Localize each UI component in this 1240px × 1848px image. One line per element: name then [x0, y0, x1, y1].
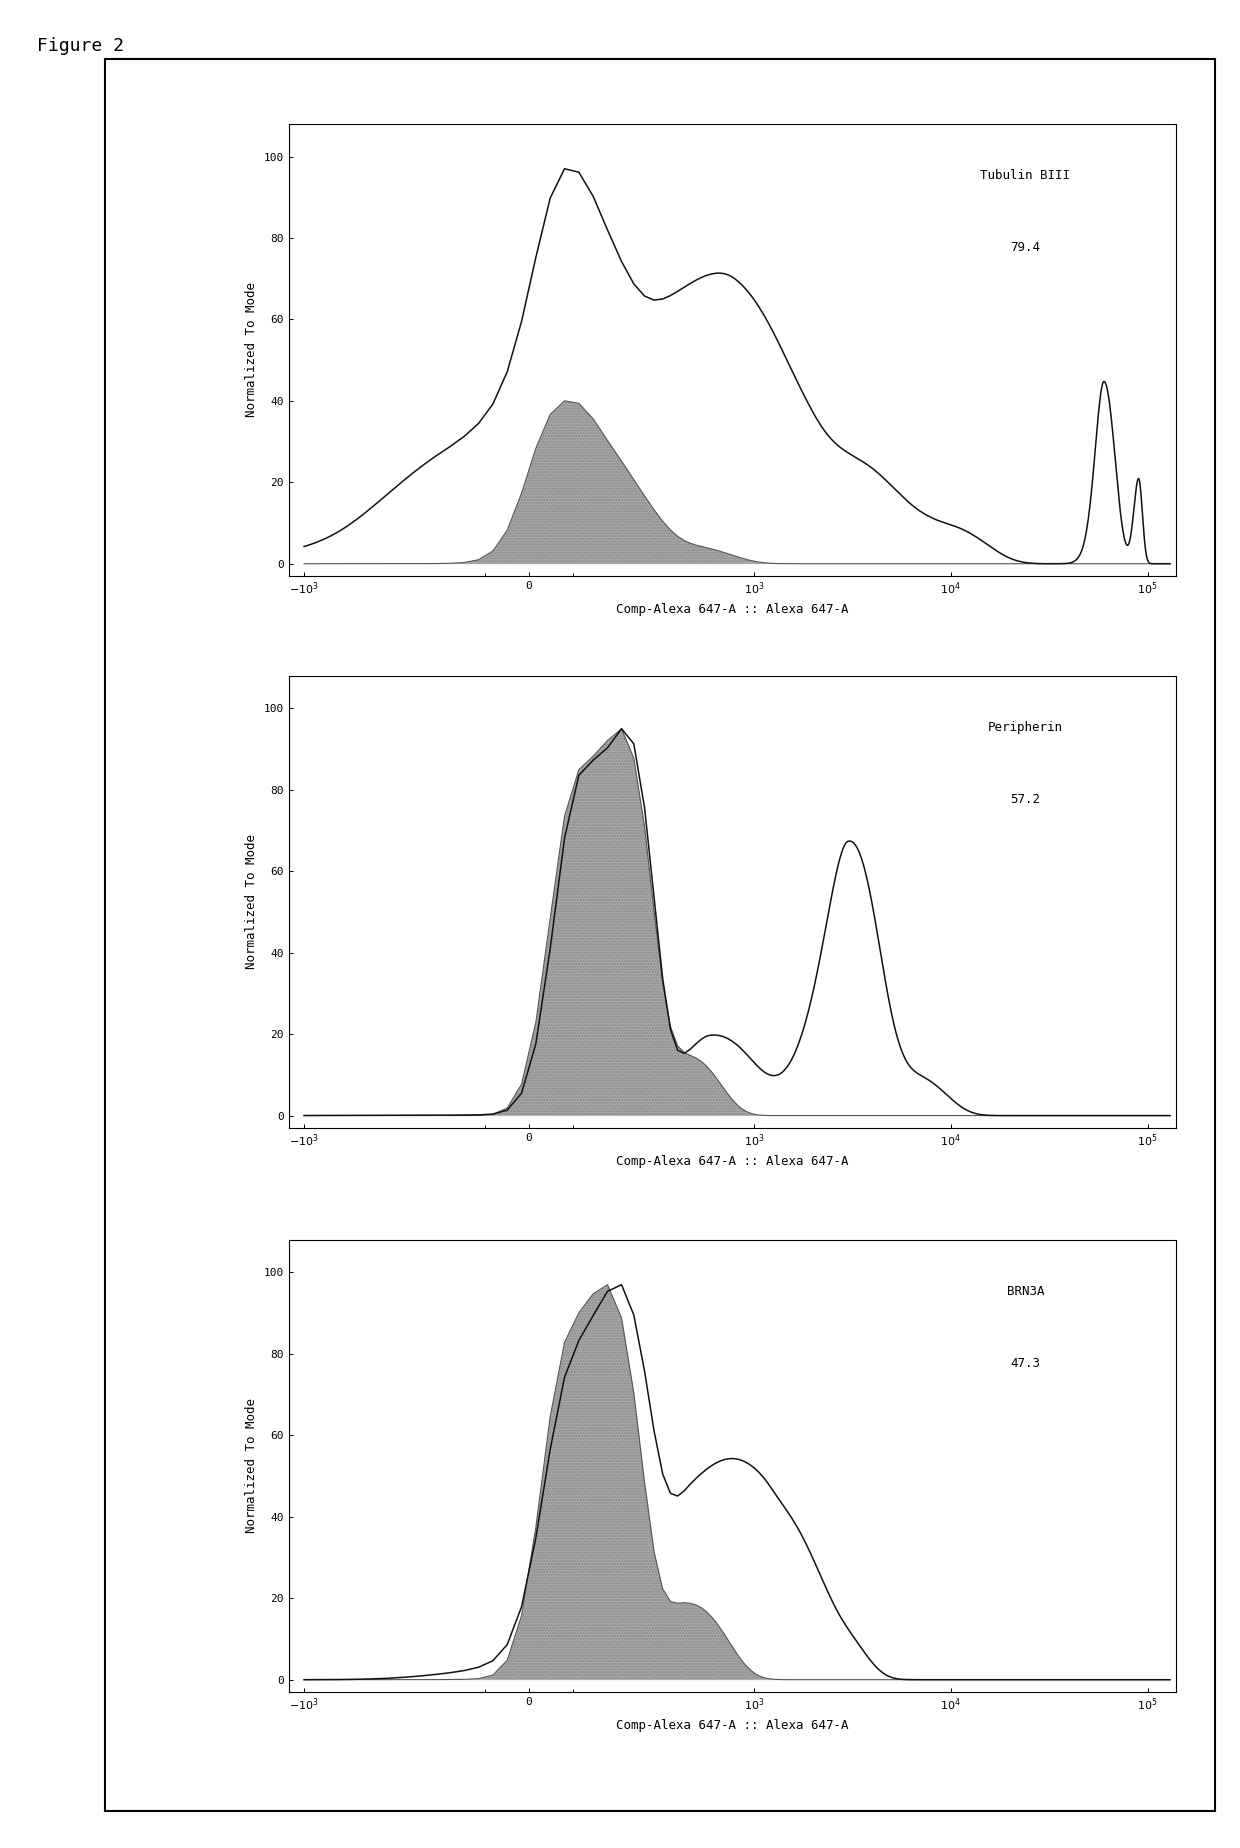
Text: Tubulin BIII: Tubulin BIII: [981, 170, 1070, 183]
Text: BRN3A: BRN3A: [1007, 1284, 1044, 1297]
X-axis label: Comp-Alexa 647-A :: Alexa 647-A: Comp-Alexa 647-A :: Alexa 647-A: [616, 602, 848, 615]
Text: Peripherin: Peripherin: [988, 721, 1063, 734]
Y-axis label: Normalized To Mode: Normalized To Mode: [244, 833, 258, 970]
Text: Figure 2: Figure 2: [37, 37, 124, 55]
Text: 57.2: 57.2: [1011, 793, 1040, 806]
Text: 79.4: 79.4: [1011, 242, 1040, 255]
X-axis label: Comp-Alexa 647-A :: Alexa 647-A: Comp-Alexa 647-A :: Alexa 647-A: [616, 1155, 848, 1168]
Text: 47.3: 47.3: [1011, 1358, 1040, 1371]
Y-axis label: Normalized To Mode: Normalized To Mode: [244, 283, 258, 418]
Y-axis label: Normalized To Mode: Normalized To Mode: [244, 1399, 258, 1534]
X-axis label: Comp-Alexa 647-A :: Alexa 647-A: Comp-Alexa 647-A :: Alexa 647-A: [616, 1719, 848, 1732]
